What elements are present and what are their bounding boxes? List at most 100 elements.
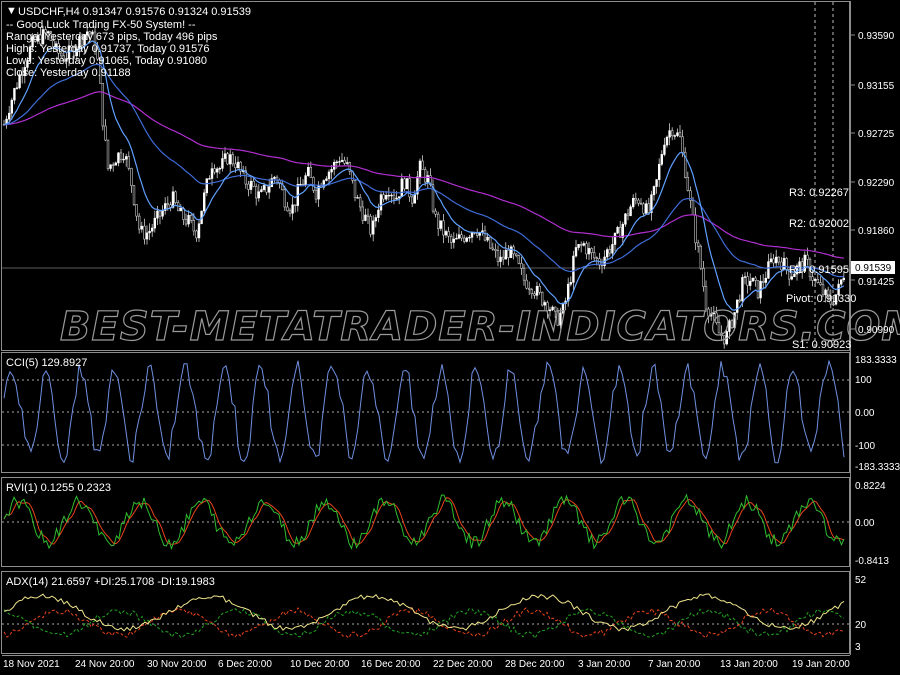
- candle-body: [772, 258, 775, 264]
- candle-body: [49, 31, 53, 41]
- candle-body: [790, 276, 794, 280]
- candle-body: [252, 180, 255, 187]
- candle-body: [384, 195, 388, 200]
- candle-body: [774, 256, 778, 264]
- candle-body: [803, 254, 807, 272]
- candle-body: [678, 132, 682, 138]
- candle-body: [793, 273, 796, 278]
- candle-body: [327, 171, 331, 180]
- candle-body: [267, 186, 271, 193]
- candle-body: [345, 162, 349, 164]
- candle-body: [436, 213, 440, 229]
- candle-body: [611, 244, 614, 254]
- candle-body: [314, 189, 318, 200]
- adx-main-line: [3, 593, 845, 632]
- candle-body: [247, 183, 250, 190]
- candle-body: [782, 258, 786, 270]
- candle-body: [153, 217, 156, 229]
- candle-body: [637, 199, 640, 204]
- candle-body: [520, 263, 523, 269]
- candle-body: [738, 299, 742, 302]
- time-tick: 28 Dec 20:00: [505, 659, 565, 670]
- candle-body: [488, 236, 492, 249]
- candle-body: [730, 320, 734, 329]
- candle-body: [234, 163, 237, 168]
- candle-body: [551, 306, 554, 311]
- candle-body: [174, 191, 177, 203]
- candle-body: [28, 46, 32, 61]
- candle-body: [819, 282, 822, 285]
- candle-body: [122, 158, 125, 161]
- candle-body: [408, 178, 411, 198]
- candle-body: [540, 292, 544, 306]
- candle-body: [535, 285, 539, 296]
- candle-body: [395, 197, 398, 200]
- candle-body: [717, 322, 721, 334]
- candle-body: [504, 249, 507, 260]
- rvi-tick: 0.8224: [855, 481, 886, 492]
- candle-body: [262, 185, 266, 190]
- mid-moving-average: [3, 63, 844, 278]
- candle-body: [616, 227, 619, 234]
- candle-body: [725, 331, 729, 345]
- candle-body: [538, 285, 541, 293]
- candle-body: [798, 261, 801, 267]
- candle-body: [104, 125, 107, 141]
- candle-body: [663, 144, 666, 155]
- candle-body: [44, 29, 47, 34]
- candle-body: [517, 255, 521, 264]
- time-tick: 3 Jan 20:00: [578, 659, 631, 670]
- candle-body: [306, 167, 310, 176]
- candle-body: [164, 203, 167, 211]
- candle-body: [205, 178, 208, 194]
- candle-body: [486, 236, 489, 241]
- rvi-tick: -0.8413: [855, 556, 889, 567]
- candle-body: [210, 168, 214, 179]
- candle-body: [112, 164, 115, 166]
- candle-body: [10, 99, 13, 114]
- candle-body: [374, 217, 377, 222]
- adx-tick: 20: [855, 620, 867, 631]
- candle-body: [143, 225, 146, 240]
- candle-body: [231, 154, 234, 165]
- candle-body: [288, 210, 292, 214]
- candle-body: [449, 235, 453, 243]
- candle-body: [109, 164, 112, 169]
- collapse-arrow-icon[interactable]: ▼: [6, 5, 17, 17]
- cci-tick: 183.3333: [855, 355, 897, 366]
- current-price-badge: [851, 261, 895, 274]
- candle-body: [52, 40, 55, 48]
- candle-body: [650, 194, 653, 214]
- candle-body: [494, 249, 497, 251]
- candle-body: [465, 237, 468, 242]
- candle-body: [291, 204, 294, 214]
- candle-body: [145, 232, 149, 240]
- candle-body: [8, 112, 11, 120]
- candle-body: [553, 306, 557, 312]
- candle-body: [171, 191, 175, 208]
- time-tick: 7 Jan 20:00: [648, 659, 701, 670]
- price-tick: 0.91860: [858, 226, 895, 237]
- candle-body: [634, 197, 638, 201]
- rvi-label: RVI(1) 0.1255 0.2323: [6, 482, 111, 494]
- candle-body: [358, 197, 362, 208]
- candle-body: [683, 151, 687, 178]
- candle-body: [733, 312, 736, 329]
- candle-body: [132, 185, 136, 205]
- candle-body: [491, 247, 494, 250]
- watermark: BEST-METATRADER-INDICATORS.COM: [60, 304, 900, 350]
- candle-body: [660, 154, 664, 165]
- candle-body: [548, 309, 552, 312]
- candle-body: [590, 248, 593, 253]
- adx-pane-frame: [1, 571, 850, 654]
- candle-body: [192, 220, 195, 232]
- candle-body: [514, 253, 518, 256]
- main-pane-frame: [1, 1, 850, 351]
- candle-body: [46, 31, 50, 34]
- candle-body: [184, 219, 188, 225]
- candle-body: [18, 74, 21, 89]
- candle-body: [468, 236, 471, 239]
- candle-body: [260, 189, 263, 193]
- candle-body: [190, 215, 193, 221]
